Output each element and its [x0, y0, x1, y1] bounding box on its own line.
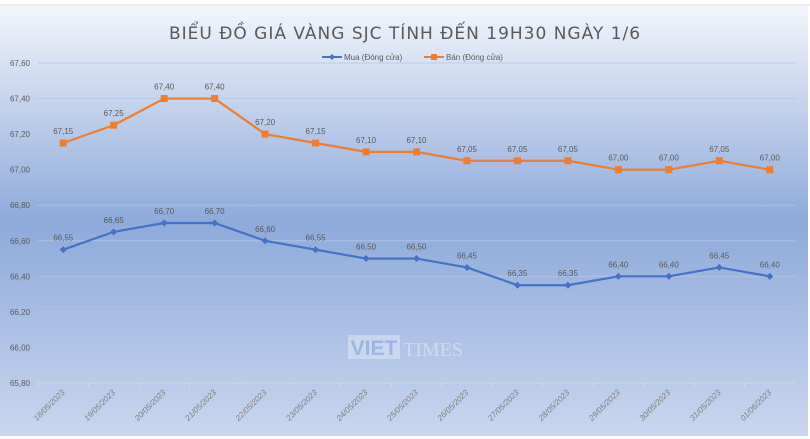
y-tick-label: 66,80 — [10, 201, 31, 210]
data-label: 66,65 — [104, 216, 125, 225]
data-label: 67,05 — [709, 145, 730, 154]
data-point — [59, 246, 67, 254]
data-point — [513, 281, 521, 289]
data-label: 66,55 — [306, 234, 327, 243]
y-tick-label: 66,60 — [10, 237, 31, 246]
y-tick-label: 66,40 — [10, 272, 31, 281]
legend: Mua (Đóng cửa) Bán (Đóng cửa) — [322, 53, 503, 62]
data-point — [513, 157, 521, 165]
data-label: 67,10 — [356, 136, 377, 145]
data-label: 67,15 — [306, 127, 327, 136]
data-point — [715, 157, 723, 165]
data-label: 67,25 — [104, 109, 125, 118]
data-point — [413, 255, 420, 263]
data-label: 66,40 — [659, 260, 680, 269]
data-point — [463, 263, 471, 271]
svg-text:TIMES: TIMES — [403, 339, 463, 361]
data-point — [766, 272, 774, 280]
data-label: 66,70 — [205, 207, 226, 216]
data-point — [413, 148, 420, 156]
y-tick-label: 66,20 — [10, 308, 31, 317]
y-tick-label: 65,80 — [10, 379, 31, 388]
data-point — [614, 272, 622, 280]
y-tick-label: 67,60 — [10, 59, 31, 68]
data-label: 66,45 — [457, 251, 478, 260]
data-label: 66,35 — [507, 269, 528, 278]
data-label: 66,70 — [154, 207, 175, 216]
data-label: 66,55 — [53, 234, 74, 243]
data-point — [665, 166, 673, 174]
series-layer: 66,55 66,65 66,70 66,70 66,60 66,55 66,50 66,50… — [53, 83, 780, 289]
data-label: 66,40 — [608, 260, 629, 269]
data-label: 67,20 — [255, 118, 276, 127]
data-point — [715, 263, 723, 271]
data-point — [312, 246, 320, 254]
data-point — [564, 281, 572, 289]
legend-label: Mua (Đóng cửa) — [344, 53, 403, 62]
data-label: 67,05 — [507, 145, 528, 154]
data-label: 66,60 — [255, 225, 276, 234]
data-point — [665, 272, 673, 280]
data-point — [312, 139, 320, 147]
data-label: 66,50 — [356, 243, 377, 252]
data-label: 67,40 — [205, 83, 226, 92]
y-tick-label: 67,40 — [10, 95, 31, 104]
data-label: 67,05 — [558, 145, 579, 154]
data-label: 67,00 — [659, 154, 680, 163]
y-tick-label: 67,00 — [10, 166, 31, 175]
data-label: 66,35 — [558, 269, 579, 278]
data-label: 66,45 — [709, 251, 730, 260]
data-point — [261, 237, 269, 245]
data-point — [463, 157, 471, 165]
data-point — [160, 219, 168, 227]
data-label: 67,10 — [406, 136, 427, 145]
viettimes-watermark: VIET TIMES — [348, 335, 463, 361]
legend-marker — [431, 54, 437, 60]
data-point — [110, 121, 118, 129]
data-label: 67,15 — [53, 127, 74, 136]
legend-label: Bán (Đóng cửa) — [446, 53, 503, 62]
chart-title: BIỂU ĐỒ GIÁ VÀNG SJC TÍNH ĐẾN 19H30 NGÀY… — [169, 20, 641, 44]
data-point — [564, 157, 572, 165]
data-label: 67,00 — [608, 154, 629, 163]
data-label: 67,00 — [760, 154, 781, 163]
chart-background — [0, 6, 808, 436]
data-point — [614, 166, 622, 174]
y-tick-label: 66,00 — [10, 343, 31, 352]
svg-text:VIET: VIET — [351, 337, 398, 360]
data-point — [261, 130, 269, 138]
data-point — [362, 255, 370, 263]
y-axis: 65,80 66,00 66,20 66,40 66,60 66,80 67,00 67,20… — [10, 59, 31, 388]
legend-marker — [329, 54, 335, 60]
data-point — [59, 139, 67, 147]
data-point — [362, 148, 370, 156]
data-point — [211, 219, 219, 227]
data-point — [211, 95, 219, 103]
data-point — [766, 166, 774, 174]
data-label: 67,05 — [457, 145, 478, 154]
data-label: 67,40 — [154, 83, 175, 92]
data-label: 66,50 — [406, 243, 427, 252]
data-point — [110, 228, 118, 236]
y-tick-label: 67,20 — [10, 130, 31, 139]
data-point — [160, 95, 168, 103]
data-label: 66,40 — [760, 260, 781, 269]
